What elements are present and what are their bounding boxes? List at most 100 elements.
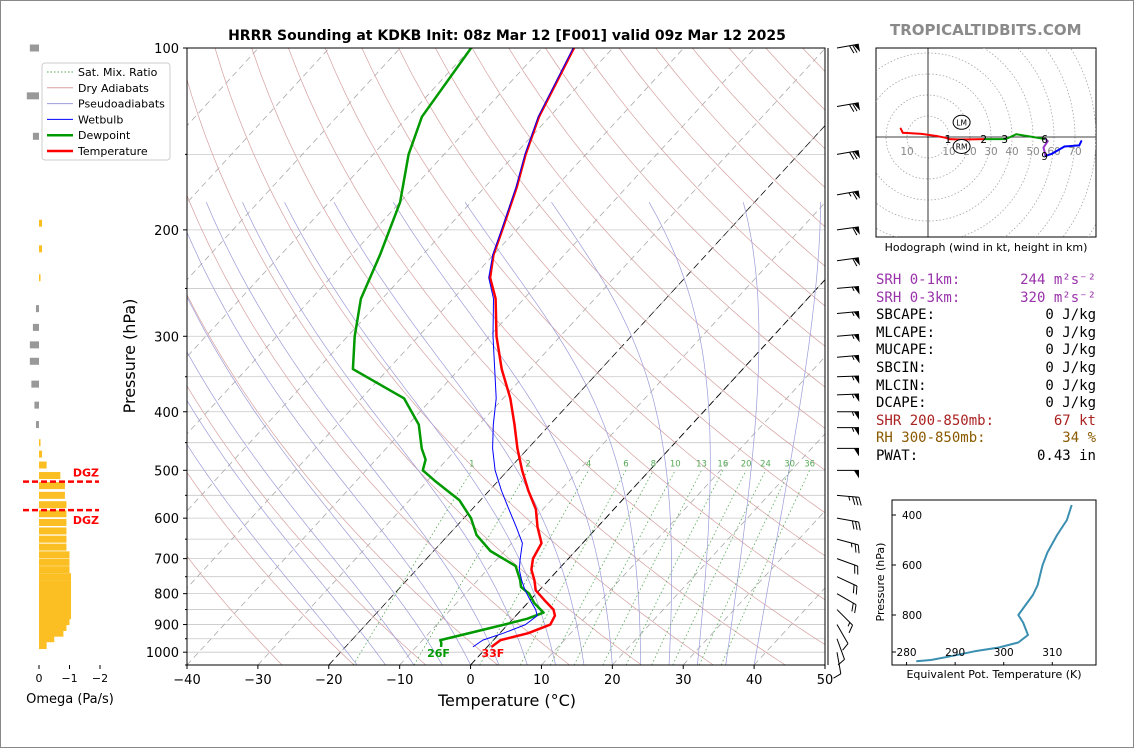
x-tick-label: 30 — [675, 673, 692, 688]
stat-row: SRH 0-1km: 244 m²s⁻² — [876, 272, 1096, 290]
theta-e-y-tick: 400 — [902, 510, 922, 522]
stat-row: RH 300-850mb: 34 % — [876, 430, 1096, 448]
omega-bar — [32, 323, 39, 331]
watermark-logo: TROPICALTIDBITS.COM — [890, 21, 1082, 39]
omega-bar — [39, 482, 65, 490]
stat-row: SRH 0-3km: 320 m²s⁻² — [876, 290, 1096, 308]
omega-bar — [39, 635, 55, 643]
wind-barb — [836, 190, 861, 200]
wind-barb — [836, 494, 862, 506]
theta-e-x-tick: 300 — [994, 647, 1014, 659]
wind-barb — [836, 333, 860, 343]
omega-bar — [39, 543, 67, 551]
omega-bar — [34, 401, 39, 409]
surface-dewpoint-label: 26F — [427, 647, 450, 660]
omega-bar — [39, 612, 72, 620]
stat-row: SHR 200-850mb: 67 kt — [876, 413, 1096, 431]
y-axis-label: Pressure (hPa) — [120, 299, 139, 414]
omega-bar — [39, 606, 72, 614]
omega-bar — [31, 380, 39, 388]
hodograph-segment — [1042, 140, 1049, 149]
theta-e-line — [916, 504, 1073, 663]
stat-row: SBCIN: 0 J/kg — [876, 360, 1096, 378]
wind-barb — [836, 286, 860, 295]
omega-axis-label: Omega (Pa/s) — [26, 692, 114, 707]
stat-value: 34 % — [1062, 430, 1096, 447]
hodograph-ring-label: 70 — [1068, 146, 1081, 158]
hodograph-height-label: 9 — [1041, 151, 1048, 163]
hodograph-segment — [920, 132, 938, 137]
wind-barb — [836, 354, 860, 364]
mixing-ratio-label: 16 — [717, 459, 728, 469]
mixing-ratio-label: 1 — [469, 459, 474, 469]
wind-barb — [836, 43, 861, 54]
omega-bar — [39, 472, 61, 480]
hodograph-ring-label: 50 — [1026, 146, 1039, 158]
omega-bar — [39, 623, 67, 631]
wind-barb — [836, 102, 861, 112]
hodograph-ring-label: 10 — [942, 146, 955, 158]
y-tick-label: 600 — [154, 512, 179, 527]
wind-barb — [836, 624, 849, 651]
hodograph-segment — [1032, 136, 1047, 141]
hodograph-segment — [901, 131, 923, 135]
omega-bar — [39, 586, 72, 594]
stat-row: SBCAPE: 0 J/kg — [876, 307, 1096, 325]
dgz-label: DGZ — [73, 514, 99, 527]
legend-entry: Sat. Mix. Ratio — [78, 66, 158, 79]
stat-row: MLCAPE: 0 J/kg — [876, 325, 1096, 343]
hodograph-ring-label: 30 — [984, 146, 997, 158]
hodograph-frame — [875, 47, 1097, 238]
stat-label: RH 300-850mb: — [876, 430, 986, 447]
omega-tick-label: 0 — [36, 672, 43, 685]
legend-entry: Pseudoadiabats — [78, 98, 165, 111]
x-tick-label: −10 — [386, 673, 413, 688]
stat-value: 320 — [1020, 289, 1046, 306]
omega-bar — [39, 518, 67, 526]
hodograph: 101020304050607012369LMRM — [876, 48, 1096, 237]
y-tick-label: 400 — [154, 406, 179, 421]
theta-e-x-tick: 280 — [897, 647, 917, 659]
omega-bar — [39, 501, 67, 509]
theta-e-x-tick: 290 — [945, 647, 965, 659]
wind-barb — [836, 593, 857, 614]
stat-value: 0 J/kg — [1045, 342, 1096, 359]
omega-bar — [39, 245, 43, 253]
stat-row: MUCAPE: 0 J/kg — [876, 342, 1096, 360]
omega-bar — [29, 341, 39, 349]
x-axis-label: Temperature (°C) — [437, 691, 576, 710]
skewt-series — [351, 48, 576, 648]
omega-bar — [39, 439, 41, 447]
y-tick-label: 100 — [154, 42, 179, 57]
mixing-ratio-label: 20 — [741, 459, 752, 469]
stat-value: 244 — [1020, 272, 1046, 288]
hodograph-segment — [1015, 133, 1034, 138]
theta-e-y-label: Pressure (hPa) — [874, 543, 887, 622]
stat-row: PWAT: 0.43 in — [876, 448, 1096, 466]
omega-bar — [39, 510, 67, 518]
wind-barb — [836, 257, 860, 267]
wind-barb — [836, 558, 859, 575]
stat-label: SHR 200-850mb: — [876, 412, 995, 429]
stat-unit: m²s⁻² — [1045, 289, 1096, 306]
skewt-background — [187, 48, 825, 665]
wind-barbs — [827, 43, 862, 679]
omega-bar — [26, 92, 39, 100]
stat-row: DCAPE: 0 J/kg — [876, 395, 1096, 413]
y-tick-label: 900 — [154, 619, 179, 634]
hodograph-segment — [1050, 145, 1066, 155]
y-tick-label: 1000 — [146, 646, 179, 661]
mixing-ratio-label: 36 — [804, 459, 815, 469]
svg-text:RM: RM — [956, 142, 968, 151]
y-tick-label: 200 — [154, 224, 179, 239]
omega-bar — [29, 357, 39, 365]
hodograph-height-label: 2 — [980, 134, 987, 146]
svg-text:LM: LM — [956, 118, 967, 127]
hodograph-segment — [1004, 133, 1018, 141]
omega-bar — [39, 566, 70, 574]
theta-e-x-label: Equivalent Pot. Temperature (K) — [906, 668, 1081, 681]
sounding-stats: SRH 0-1km: 244 m²s⁻² SRH 0-3km: 320 m²s⁻² … — [876, 272, 1096, 466]
stat-label: DCAPE: — [876, 395, 927, 412]
rm-marker: RM — [952, 138, 971, 154]
